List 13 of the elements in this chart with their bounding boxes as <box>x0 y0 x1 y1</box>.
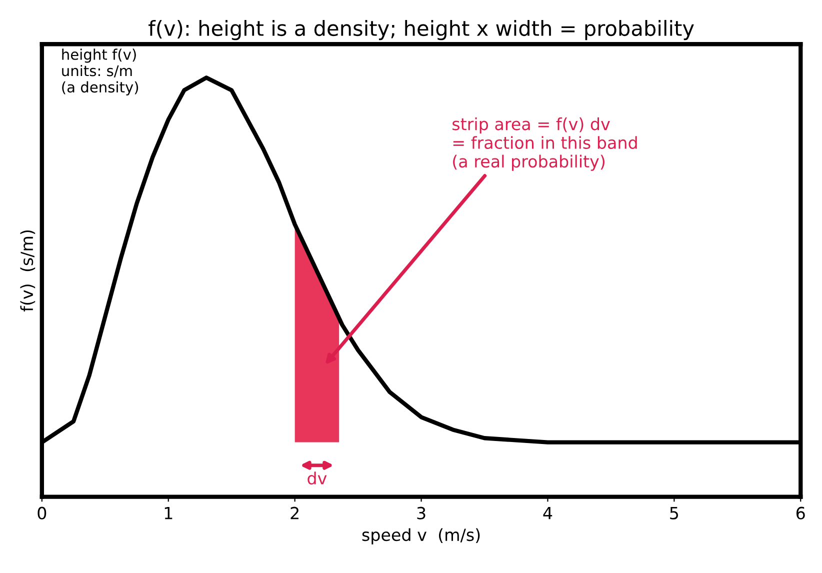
annotation: dv <box>308 472 327 485</box>
x-tick-label: 3 <box>417 506 426 520</box>
x-tick-label: 5 <box>670 507 678 520</box>
y-axis-title: f(v) (s/m) <box>20 230 36 312</box>
x-tick-label: 0 <box>38 506 46 520</box>
x-tick-label: 1 <box>164 507 172 520</box>
annotation: strip area = f(v) dv = fraction in this band (a real probability) <box>452 117 637 171</box>
x-axis-title: speed v (m/s) <box>362 528 480 544</box>
chart-title: f(v): height is a density; height x width = probability <box>148 20 694 40</box>
annotation: height f(v) units: s/m (a density) <box>62 48 138 96</box>
x-tick-label: 2 <box>290 506 298 520</box>
x-tick-label: 6 <box>796 506 805 520</box>
x-tick-label: 4 <box>543 507 552 520</box>
